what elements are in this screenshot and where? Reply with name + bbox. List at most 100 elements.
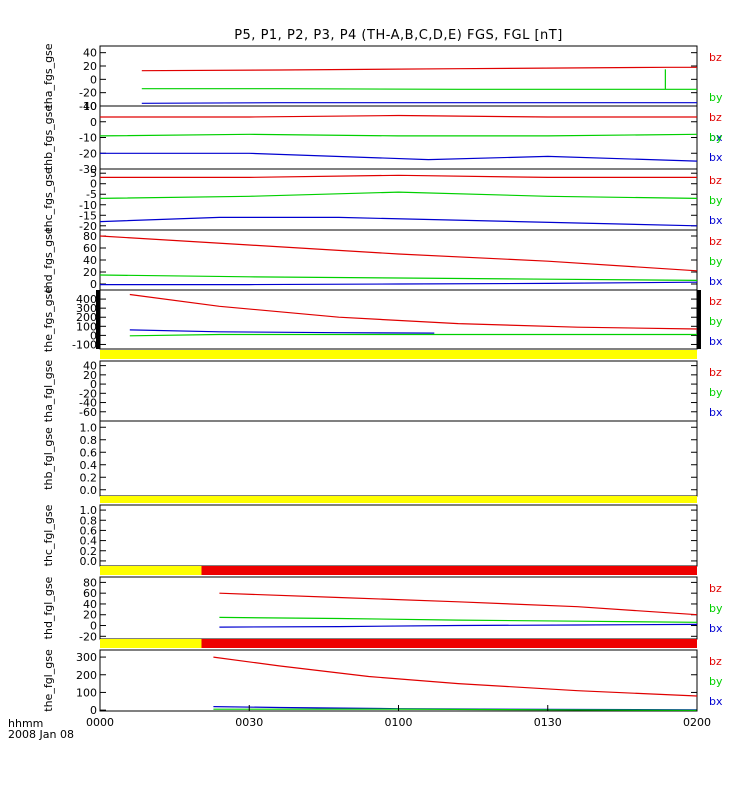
edge-bar-left <box>96 290 100 349</box>
panel-frame <box>99 576 698 640</box>
y-tick-label: 40 <box>83 360 97 373</box>
legend-bx: bx <box>709 406 723 419</box>
panel-ylabel: thc_fgs_gse <box>42 167 55 232</box>
y-tick-label: 0 <box>90 73 97 86</box>
y-tick-label: 200 <box>76 311 97 324</box>
panel-ylabel: thb_fgl_gse <box>42 427 55 490</box>
panel-ylabel: tha_fgl_gse <box>42 360 55 423</box>
legend-bx: bx <box>709 214 723 227</box>
y-tick-label: 40 <box>83 598 97 611</box>
series-line-bz <box>100 114 697 118</box>
y-tick-label: 20 <box>83 609 97 622</box>
y-tick-label: 0 <box>90 278 97 291</box>
y-tick-label: 0.2 <box>80 545 98 558</box>
panel-ylabel: tha_fgs_gse <box>42 43 55 108</box>
panel-frame <box>99 420 698 497</box>
panel-frame <box>99 649 698 712</box>
series-line-bx <box>129 329 435 334</box>
y-tick-label: -60 <box>79 406 97 419</box>
series-line-bz <box>129 293 698 330</box>
y-tick-label: -20 <box>79 87 97 100</box>
y-tick-label: 1.0 <box>80 504 98 517</box>
y-tick-label: 1.0 <box>80 421 98 434</box>
y-tick-label: 100 <box>76 686 97 699</box>
y-tick-label: 40 <box>83 47 97 60</box>
legend-bz: bz <box>709 174 722 187</box>
x-tick-label: 0100 <box>385 716 413 729</box>
y-tick-label: -10 <box>79 199 97 212</box>
y-tick-label: 0.4 <box>80 459 98 472</box>
status-bar-segment <box>100 496 697 503</box>
y-tick-label: 0.2 <box>80 471 98 484</box>
panel-ylabel: thd_fgl_gse <box>42 576 55 639</box>
panel-frame <box>99 360 698 422</box>
series-line-by <box>99 191 698 199</box>
legend-bx: bx <box>709 622 723 635</box>
date-label: 2008 Jan 08 <box>8 728 74 741</box>
y-tick-label: 20 <box>83 266 97 279</box>
y-tick-label: 200 <box>76 669 97 682</box>
series-line-bx <box>141 102 697 104</box>
y-tick-label: -15 <box>79 209 97 222</box>
y-tick-label: -40 <box>79 397 97 410</box>
legend-by: by <box>709 675 723 688</box>
legend-bz: bz <box>709 51 722 64</box>
panel-ylabel: the_fgs_gse <box>42 287 55 352</box>
y-tick-label: -20 <box>79 220 97 233</box>
x-tick-label: 0200 <box>683 716 711 729</box>
page-title: P5, P1, P2, P3, P4 (TH-A,B,C,D,E) FGS, F… <box>234 28 563 43</box>
legend-bz: bz <box>709 235 722 248</box>
y-tick-label: 0 <box>90 329 97 342</box>
status-bar-segment <box>201 566 698 575</box>
y-tick-label: 0 <box>90 178 97 191</box>
status-bar-segment <box>100 639 202 648</box>
y-tick-label: 300 <box>76 302 97 315</box>
y-tick-label: 0.8 <box>80 514 98 527</box>
y-tick-label: -100 <box>72 338 97 351</box>
y-tick-label: 0 <box>90 378 97 391</box>
y-tick-label: 0.8 <box>80 434 98 447</box>
panel-ylabel: thd_fgs_gse <box>42 227 55 293</box>
legend-bx: bx <box>709 275 723 288</box>
panel-frame <box>99 168 698 231</box>
y-tick-label: 100 <box>76 320 97 333</box>
series-line-by <box>219 616 698 623</box>
y-tick-label: 0 <box>90 116 97 129</box>
legend-bx: bx <box>709 695 723 708</box>
y-tick-label: 60 <box>83 242 97 255</box>
y-tick-label: -5 <box>86 188 97 201</box>
y-tick-label: 80 <box>83 576 97 589</box>
legend-by: by <box>709 255 723 268</box>
y-tick-label: 400 <box>76 293 97 306</box>
y-tick-label: 20 <box>83 369 97 382</box>
series-line-by <box>129 333 697 337</box>
legend-bz: bz <box>709 366 722 379</box>
legend-bz: bz <box>709 295 722 308</box>
y-tick-label: 0 <box>90 620 97 633</box>
y-tick-label: 5 <box>90 167 97 180</box>
x-tick-label: 0130 <box>534 716 562 729</box>
y-tick-label: -10 <box>79 132 97 145</box>
legend-by: by <box>709 386 723 399</box>
y-tick-label: -30 <box>79 163 97 176</box>
panel-frame <box>99 504 698 567</box>
series-line-by <box>141 88 697 90</box>
y-tick-label: 20 <box>83 60 97 73</box>
panel-ylabel: the_fgl_gse <box>42 649 55 712</box>
xunit-label: hhmm <box>8 717 44 730</box>
series-line-bz <box>219 592 698 616</box>
status-bar-segment <box>100 566 202 575</box>
x-tick-label: 0030 <box>235 716 263 729</box>
panel-ylabel: thc_fgl_gse <box>42 504 55 566</box>
legend-bz: bz <box>709 655 722 668</box>
y-tick-label: 0.6 <box>80 524 98 537</box>
x-tick-label: 0000 <box>86 716 114 729</box>
series-line-bz <box>99 235 698 272</box>
y-tick-label: 80 <box>83 230 97 243</box>
series-line-bz <box>213 656 698 697</box>
series-line-by <box>99 133 698 137</box>
legend-by: by <box>709 315 723 328</box>
legend-bx: bx <box>709 151 723 164</box>
legend-by: by <box>709 602 723 615</box>
